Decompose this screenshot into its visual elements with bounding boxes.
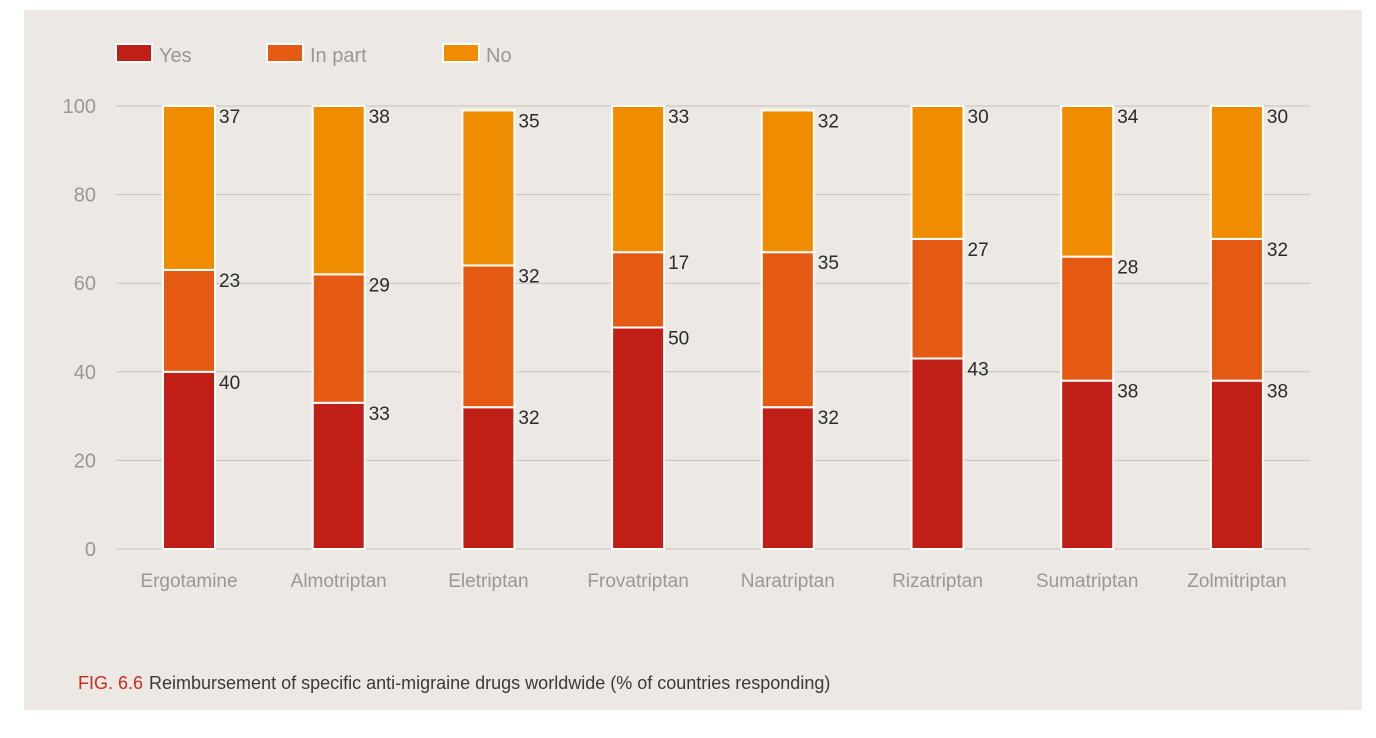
stacked-bar-chart: 0 20 40 60 80 100 40 23 37 33 29 38 32 32 35 50 17 33 32 3… bbox=[63, 43, 1310, 592]
bar-segment-yes bbox=[162, 370, 216, 550]
bar-segment-in-part bbox=[611, 251, 666, 329]
bar-segment-no bbox=[910, 105, 965, 240]
bar-segment-in-part bbox=[910, 237, 965, 360]
legend-swatch bbox=[115, 43, 153, 63]
bar-segment-no bbox=[1209, 105, 1264, 240]
bar-segment-yes bbox=[1060, 379, 1115, 550]
bar-segment-in-part bbox=[760, 251, 815, 409]
y-tick-label: 60 bbox=[74, 273, 96, 295]
x-category-label: Eletriptan bbox=[448, 571, 528, 592]
data-label: 33 bbox=[369, 404, 390, 425]
legend: Yes In part No bbox=[115, 43, 512, 67]
data-label: 30 bbox=[1267, 107, 1288, 128]
bars: 40 23 37 33 29 38 32 32 35 50 17 33 32 35 32 43 27 30 38 28… bbox=[162, 105, 1288, 551]
legend-swatch bbox=[442, 43, 480, 63]
bar-segment-no bbox=[611, 105, 666, 254]
bar-segment-no bbox=[162, 105, 216, 271]
figure-caption: FIG. 6.6 Reimbursement of specific anti-m… bbox=[78, 673, 830, 694]
x-category-label: Zolmitriptan bbox=[1187, 571, 1286, 592]
data-label: 32 bbox=[1267, 240, 1288, 261]
chart-panel: 0 20 40 60 80 100 40 23 37 33 29 38 32 32 35 50 17 33 32 3… bbox=[24, 10, 1362, 710]
legend-label: In part bbox=[310, 45, 367, 67]
y-tick-label: 80 bbox=[74, 185, 96, 207]
data-label: 38 bbox=[1117, 382, 1138, 403]
x-category-label: Sumatriptan bbox=[1036, 571, 1138, 592]
data-label: 38 bbox=[369, 107, 390, 128]
bar-segment-yes bbox=[461, 406, 516, 550]
data-label: 40 bbox=[219, 373, 240, 394]
bar-segment-in-part bbox=[461, 264, 516, 409]
data-label: 50 bbox=[668, 329, 689, 350]
x-category-label: Rizatriptan bbox=[892, 571, 983, 592]
data-label: 28 bbox=[1117, 258, 1138, 279]
bar-segment-in-part bbox=[311, 273, 366, 404]
y-tick-label: 20 bbox=[74, 450, 96, 472]
data-label: 35 bbox=[818, 253, 839, 274]
x-category-label: Ergotamine bbox=[140, 571, 237, 592]
y-tick-label: 0 bbox=[85, 539, 96, 561]
legend-label: No bbox=[486, 45, 512, 67]
bar-segment-no bbox=[760, 109, 815, 254]
data-label: 34 bbox=[1117, 107, 1139, 128]
data-label: 32 bbox=[818, 408, 839, 429]
data-label: 43 bbox=[968, 360, 989, 381]
bar-segment-no bbox=[311, 105, 366, 276]
y-tick-label: 40 bbox=[74, 362, 96, 384]
bar-segment-in-part bbox=[162, 268, 216, 373]
data-label: 38 bbox=[1267, 382, 1288, 403]
bar-segment-in-part bbox=[1209, 237, 1264, 382]
data-label: 35 bbox=[518, 111, 539, 132]
bar-segment-no bbox=[1060, 105, 1115, 258]
legend-swatch bbox=[266, 43, 304, 63]
bar-segment-no bbox=[461, 109, 516, 267]
data-label: 17 bbox=[668, 253, 689, 274]
data-label: 27 bbox=[968, 240, 989, 261]
bar-segment-in-part bbox=[1060, 255, 1115, 382]
bar-segment-yes bbox=[760, 406, 815, 550]
legend-label: Yes bbox=[159, 45, 192, 67]
x-axis: Ergotamine Almotriptan Eletriptan Frovatrip… bbox=[140, 571, 1286, 592]
figure-number: FIG. 6.6 bbox=[78, 673, 144, 693]
data-label: 37 bbox=[219, 107, 240, 128]
bar-segment-yes bbox=[611, 326, 666, 550]
x-category-label: Almotriptan bbox=[291, 571, 387, 592]
y-tick-label: 100 bbox=[63, 96, 96, 118]
bar-segment-yes bbox=[1209, 379, 1264, 550]
y-axis: 0 20 40 60 80 100 bbox=[63, 96, 96, 561]
data-label: 32 bbox=[818, 111, 839, 132]
x-category-label: Naratriptan bbox=[741, 571, 835, 592]
bar-segment-yes bbox=[910, 357, 965, 551]
data-label: 23 bbox=[219, 271, 240, 292]
data-label: 32 bbox=[518, 408, 539, 429]
gridlines bbox=[116, 105, 1310, 550]
data-label: 30 bbox=[968, 107, 989, 128]
caption-text: Reimbursement of specific anti-migraine … bbox=[149, 673, 831, 693]
data-label: 33 bbox=[668, 107, 689, 128]
x-category-label: Frovatriptan bbox=[587, 571, 688, 592]
data-label: 32 bbox=[518, 266, 539, 287]
data-label: 29 bbox=[369, 275, 390, 296]
bar-segment-yes bbox=[311, 401, 366, 550]
